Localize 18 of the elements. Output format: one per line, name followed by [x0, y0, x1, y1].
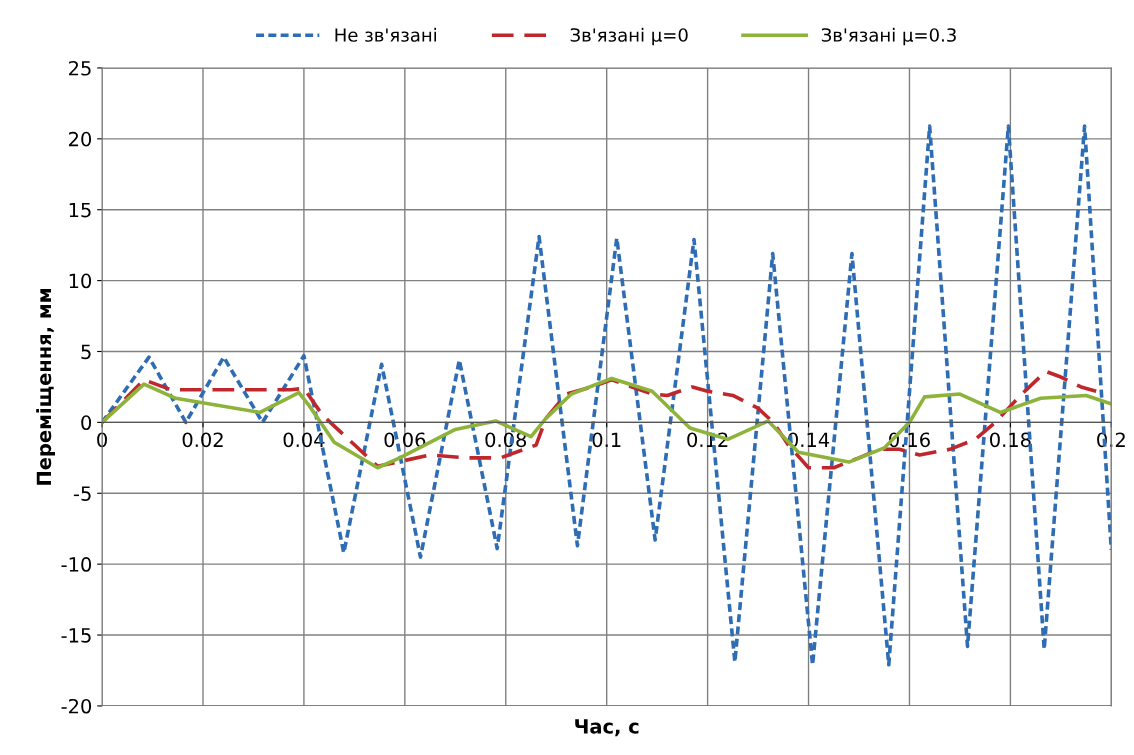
y-tick-label: 10: [69, 273, 92, 289]
y-tick-label: -5: [73, 486, 91, 501]
y-tick-label: 0: [81, 415, 92, 431]
y-tick-label: 5: [81, 344, 91, 360]
y-tick-label: 20: [69, 131, 92, 147]
x-tick-label: 0.02: [182, 432, 223, 448]
y-tick-label: -15: [61, 628, 91, 643]
y-tick-label: -20: [61, 698, 92, 714]
legend-label: Зв'язані μ=0: [570, 27, 688, 46]
legend-label: Зв'язані μ=0.3: [821, 27, 956, 46]
x-tick-label: 0.1: [592, 432, 621, 448]
y-tick-label: 25: [69, 60, 91, 76]
y-axis-title: Переміщення, мм: [36, 289, 56, 485]
legend-label: Не зв'язані: [335, 27, 437, 42]
x-axis-title: Час, с: [575, 719, 639, 737]
y-tick-label: 15: [69, 202, 91, 218]
y-tick-label: -10: [61, 557, 92, 572]
x-tick-label: 0: [97, 432, 107, 448]
